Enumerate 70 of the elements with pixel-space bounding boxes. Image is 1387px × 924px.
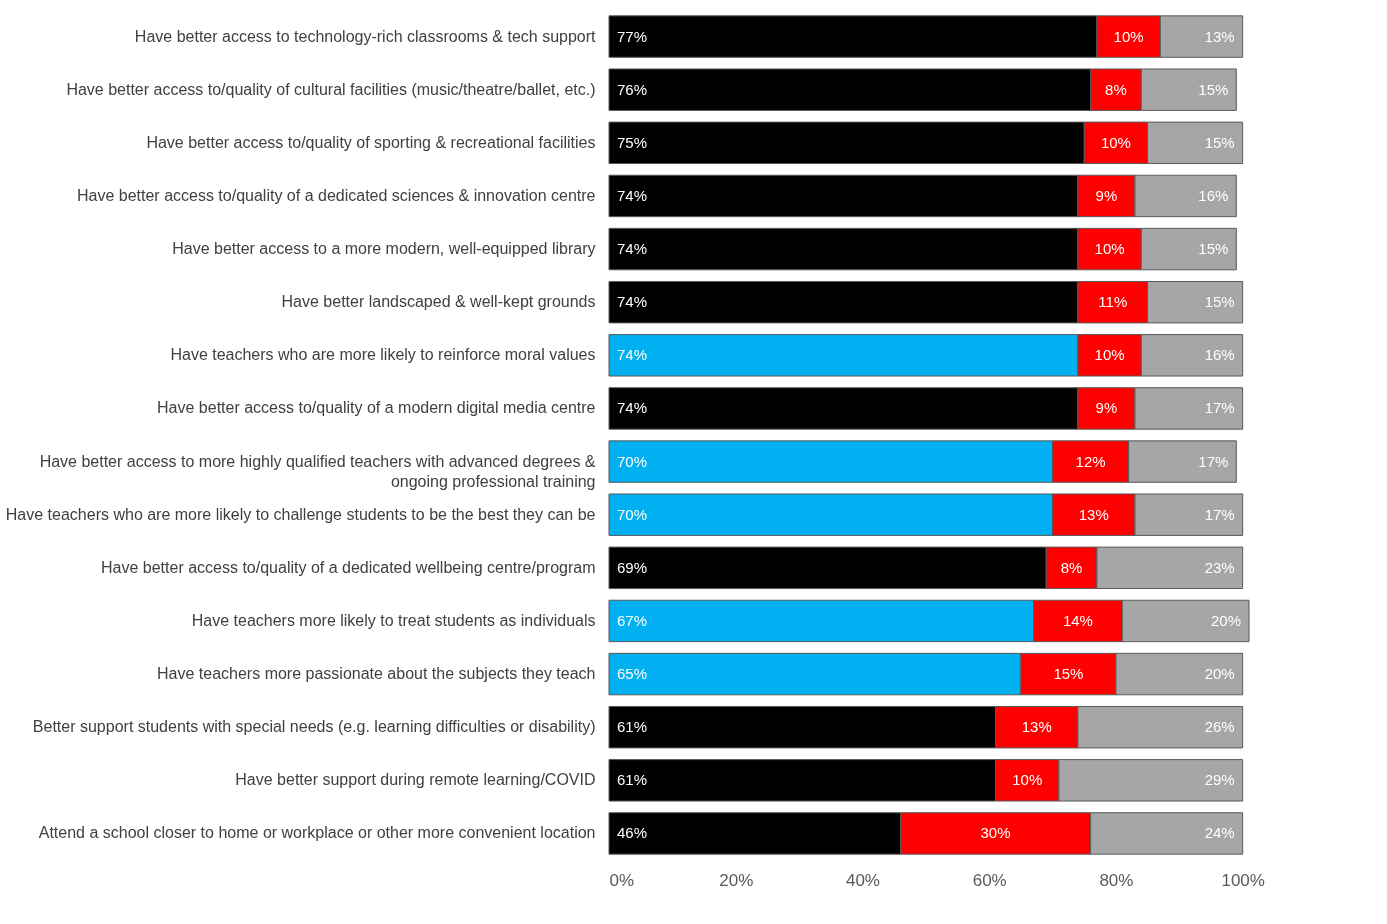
data-label: 17% — [1198, 452, 1229, 470]
data-label: 74% — [617, 399, 648, 417]
data-label: 29% — [1204, 771, 1235, 789]
data-label: 9% — [1095, 186, 1118, 204]
data-label: 9% — [1095, 399, 1118, 417]
data-label: 10% — [1012, 771, 1043, 789]
data-label: 17% — [1204, 505, 1235, 523]
data-label: 16% — [1198, 186, 1229, 204]
data-label: 8% — [1060, 558, 1083, 576]
data-label: 46% — [617, 824, 648, 842]
data-label: 13% — [1021, 718, 1052, 736]
y-tick-label: Have better access to technology-rich classrooms & tech support — [134, 27, 597, 45]
y-tick-label: Have better access to more highly qualified teachers with advanced degrees & ongoing professional training — [39, 452, 596, 490]
y-tick-label: Have better access to/quality of a modern digital media centre — [157, 399, 596, 417]
data-label: 15% — [1198, 240, 1229, 258]
x-tick-label: 100% — [1221, 870, 1265, 890]
data-label: 15% — [1204, 133, 1235, 151]
data-label: 75% — [617, 133, 648, 151]
x-tick-label: 60% — [972, 870, 1007, 890]
data-label: 10% — [1100, 133, 1131, 151]
y-tick-label: Have better landscaped & well-kept grounds — [281, 293, 596, 311]
y-tick-label: Have teachers who are more likely to reinforce moral values — [170, 346, 596, 364]
y-tick-label: Have teachers more passionate about the subjects they teach — [157, 665, 596, 683]
y-tick-label: Have teachers more likely to treat students as individuals — [191, 611, 596, 629]
data-label: 13% — [1078, 505, 1109, 523]
data-label: 20% — [1210, 611, 1241, 629]
data-label: 70% — [617, 452, 648, 470]
y-tick-label: Have better access to/quality of a dedicated sciences & innovation centre — [76, 186, 596, 204]
data-label: 24% — [1204, 824, 1235, 842]
data-label: 74% — [617, 240, 648, 258]
data-label: 17% — [1204, 399, 1235, 417]
data-label: 23% — [1204, 558, 1235, 576]
data-label: 15% — [1198, 80, 1229, 98]
data-label: 61% — [617, 771, 648, 789]
y-tick-label: Have better access to/quality of a dedicated wellbeing centre/program — [101, 558, 596, 576]
data-label: 14% — [1062, 611, 1093, 629]
data-label: 65% — [617, 665, 648, 683]
y-tick-label: Have teachers who are more likely to challenge students to be the best they can be — [5, 505, 596, 523]
y-tick-label: Have better access to/quality of cultural facilities (music/theatre/ballet, etc.) — [66, 80, 596, 98]
data-label: 74% — [617, 293, 648, 311]
data-label: 10% — [1094, 346, 1125, 364]
data-label: 26% — [1204, 718, 1235, 736]
data-label: 74% — [617, 346, 648, 364]
x-tick-label: 80% — [1099, 870, 1134, 890]
data-label: 74% — [617, 186, 648, 204]
data-label: 30% — [980, 824, 1011, 842]
data-label: 77% — [617, 27, 648, 45]
data-label: 10% — [1113, 27, 1144, 45]
data-label: 8% — [1105, 80, 1127, 98]
data-label: 13% — [1204, 27, 1235, 45]
y-tick-label: Better support students with special needs (e.g. learning difficulties or disability) — [32, 718, 596, 736]
data-label: 76% — [617, 80, 648, 98]
data-label: 12% — [1075, 452, 1106, 470]
x-tick-label: 0% — [609, 870, 635, 890]
x-tick-label: 40% — [845, 870, 880, 890]
data-label: 15% — [1204, 293, 1235, 311]
data-label: 61% — [617, 718, 648, 736]
data-label: 20% — [1204, 665, 1235, 683]
data-label: 16% — [1204, 346, 1235, 364]
y-tick-label: Have better access to/quality of sporting & recreational facilities — [146, 133, 596, 151]
y-tick-label: Have better support during remote learning/COVID — [235, 771, 596, 789]
data-label: 67% — [617, 611, 648, 629]
y-tick-label: Have better access to a more modern, well-equipped library — [172, 240, 596, 258]
data-label: 70% — [617, 505, 648, 523]
x-tick-label: 20% — [719, 870, 754, 890]
data-label: 10% — [1094, 240, 1125, 258]
data-label: 69% — [617, 558, 648, 576]
data-label: 11% — [1098, 293, 1128, 311]
data-label: 15% — [1053, 665, 1084, 683]
y-tick-label: Attend a school closer to home or workplace or other more convenient location — [38, 824, 596, 842]
